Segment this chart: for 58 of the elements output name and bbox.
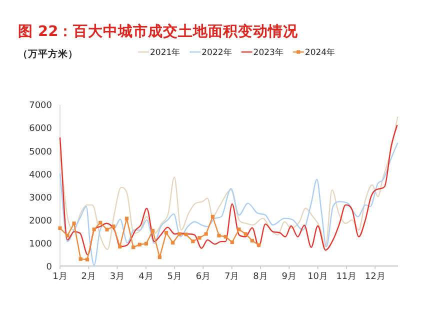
x-tick-label: 10月 [308,272,328,282]
y-axis-title: （万平方米） [18,48,78,60]
line-series [59,142,398,266]
y-tick-label: 6000 [29,124,52,134]
point [124,216,129,220]
point [144,242,148,246]
legend-label: 2022年 [202,47,232,58]
point [105,228,109,232]
point [92,228,96,232]
point [191,240,195,244]
chart-title: 图 22：百大中城市成交土地面积变动情况 [18,22,300,40]
point [112,224,116,228]
point [151,228,155,233]
y-tick-label: 2000 [29,216,52,226]
y-tick-label: 7000 [29,101,52,112]
x-tick-label: 11月 [336,272,357,282]
point [85,258,90,262]
point [217,234,221,238]
point [118,244,122,248]
point [224,234,228,239]
x-tick-label: 5月 [167,272,182,282]
point [66,234,70,238]
x-tick-label: 8月 [253,272,268,282]
point [250,238,254,242]
x-tick-label: 6月 [196,272,211,282]
legend-label: 2021年 [150,47,181,58]
point [158,255,162,260]
y-tick-label: 3000 [29,193,52,204]
point [164,231,168,235]
point [210,214,214,218]
point [204,232,208,236]
legend-label: 2024年 [304,47,336,58]
point [171,240,175,245]
y-tick-label: 1000 [29,239,52,250]
x-tick-label: 1月 [52,272,68,282]
point [178,232,182,236]
y-tick-label: 5000 [29,147,52,158]
x-tick-label: 9月 [282,272,297,282]
x-tick-label: 12月 [364,272,386,282]
x-tick-label: 4月 [138,272,154,282]
point [58,226,62,230]
point [237,228,241,232]
point [72,222,76,226]
x-tick-label: 3月 [110,272,125,282]
point [256,243,261,247]
point [230,240,234,244]
x-tick-label: 2月 [81,272,96,282]
point [198,236,202,240]
point [184,232,188,236]
point [132,246,136,250]
legend-label: 2023年 [253,47,284,58]
point [98,220,102,224]
point [138,242,142,246]
point [78,257,82,261]
point [244,232,248,236]
x-tick-label: 7月 [224,272,240,282]
y-tick-label: 4000 [29,170,52,180]
y-tick-label: 0 [46,262,52,272]
